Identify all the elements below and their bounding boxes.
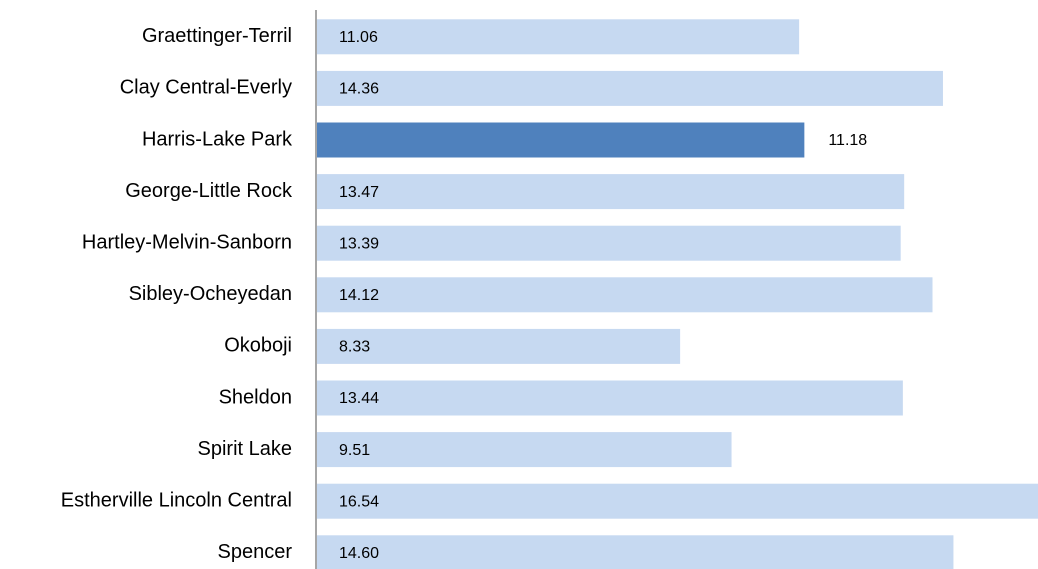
bar: [317, 432, 732, 468]
value-label: 16.54: [339, 493, 379, 510]
bar: [317, 483, 1038, 519]
value-label: 11.06: [339, 29, 378, 46]
bar: [317, 174, 905, 210]
value-label: 13.47: [339, 184, 379, 201]
bar: [317, 380, 903, 416]
value-label: 11.18: [828, 132, 867, 149]
bar: [317, 70, 943, 106]
bar: [317, 19, 800, 55]
bar: [317, 225, 901, 261]
category-label: Spencer: [218, 541, 293, 563]
bar: [317, 328, 681, 364]
category-label: Okoboji: [224, 335, 292, 357]
value-label: 14.36: [339, 81, 379, 98]
category-label: Sibley-Ocheyedan: [129, 283, 292, 305]
bar: [317, 535, 954, 569]
value-label: 14.12: [339, 287, 379, 304]
category-label: Harris-Lake Park: [142, 128, 293, 150]
category-label: Sheldon: [219, 386, 292, 408]
category-label: Estherville Lincoln Central: [61, 489, 292, 511]
bar: [317, 122, 805, 158]
value-label: 13.39: [339, 235, 379, 252]
value-label: 13.44: [339, 390, 379, 407]
category-label: Hartley-Melvin-Sanborn: [82, 231, 292, 253]
value-label: 14.60: [339, 545, 379, 562]
category-label: George-Little Rock: [125, 180, 293, 202]
bar: [317, 277, 933, 313]
category-label: Spirit Lake: [198, 438, 293, 460]
value-label: 8.33: [339, 339, 370, 356]
category-label: Graettinger-Terril: [142, 25, 292, 47]
value-label: 9.51: [339, 442, 370, 459]
category-label: Clay Central-Everly: [120, 77, 292, 99]
